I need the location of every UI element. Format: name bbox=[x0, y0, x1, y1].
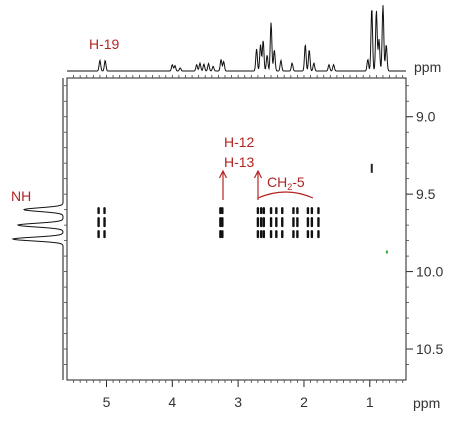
annotation-h12: H-12 bbox=[224, 134, 255, 150]
cross-peak bbox=[221, 207, 224, 239]
cross-peak bbox=[317, 207, 320, 239]
x-axis-ticks: 5 4 3 2 1 bbox=[73, 75, 404, 410]
y-unit-label: ppm bbox=[414, 59, 441, 75]
cross-peak bbox=[103, 207, 106, 239]
x-tick-label: 3 bbox=[234, 394, 242, 410]
extra-peak bbox=[385, 250, 388, 254]
annotation-brace-ch2-5 bbox=[257, 191, 314, 199]
extra-peak bbox=[370, 163, 373, 173]
x-unit-label: ppm bbox=[413, 395, 440, 411]
cross-peak bbox=[310, 207, 314, 239]
cross-peak bbox=[306, 207, 310, 239]
cross-peak bbox=[219, 207, 222, 239]
cross-peak bbox=[269, 207, 273, 239]
annotation-ch2-subscript: 2 bbox=[287, 182, 292, 192]
top-projection-spectrum bbox=[67, 5, 406, 72]
y-tick-label: 9.0 bbox=[416, 109, 436, 125]
annotation-h13: H-13 bbox=[224, 154, 255, 170]
y-axis-ticks: 9.0 9.5 10.0 10.5 bbox=[64, 85, 443, 365]
x-tick-label: 4 bbox=[168, 394, 176, 410]
cross-peak bbox=[262, 207, 266, 239]
x-tick-label: 5 bbox=[103, 394, 111, 410]
y-tick-label: 10.0 bbox=[416, 264, 443, 280]
y-tick-label: 9.5 bbox=[416, 186, 436, 202]
x-tick-label: 1 bbox=[366, 394, 374, 410]
cross-peak bbox=[281, 207, 284, 239]
cross-peak bbox=[256, 207, 260, 239]
cross-peak bbox=[97, 207, 100, 239]
annotation-h19: H-19 bbox=[89, 36, 120, 52]
annotation-ch2-suffix: -5 bbox=[292, 174, 305, 190]
annotation-ch2-base: CH bbox=[267, 174, 287, 190]
cross-peak bbox=[275, 207, 278, 239]
cross-peak bbox=[292, 207, 295, 239]
cross-peaks bbox=[97, 163, 388, 254]
annotation-ch2-5: CH2-5 bbox=[267, 174, 305, 192]
y-tick-label: 10.5 bbox=[416, 341, 443, 357]
annotation-arrow-ch2-5 bbox=[253, 169, 263, 200]
plot-frame bbox=[66, 77, 407, 381]
annotation-arrow-h12-h13 bbox=[218, 169, 228, 200]
cross-peak bbox=[259, 207, 263, 239]
left-projection-spectrum bbox=[11, 78, 64, 380]
cross-peak bbox=[296, 207, 299, 239]
annotation-nh: NH bbox=[11, 188, 31, 204]
x-tick-label: 2 bbox=[300, 394, 308, 410]
